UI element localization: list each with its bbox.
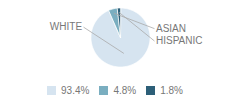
svg-text:WHITE: WHITE [50, 21, 83, 32]
html-text:4.8%: 4.8% [113, 85, 137, 96]
svg-text:ASIAN: ASIAN [156, 23, 186, 34]
html-text:93.4%: 93.4% [61, 85, 90, 96]
html-text:1.8%: 1.8% [160, 85, 183, 96]
svg-text:HISPANIC: HISPANIC [156, 35, 203, 46]
